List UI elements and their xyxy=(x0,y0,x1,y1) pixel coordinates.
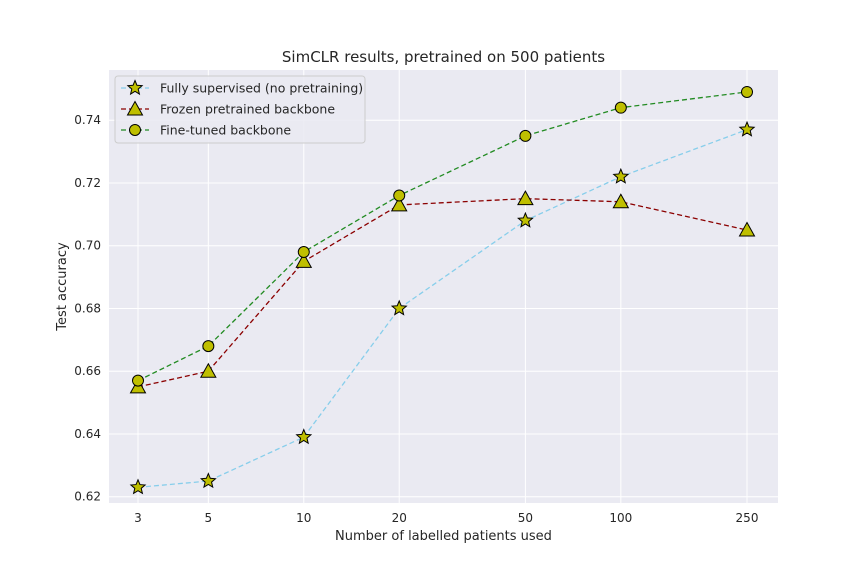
series-3 xyxy=(132,85,753,387)
x-tick-label: 10 xyxy=(296,511,311,525)
y-tick-label: 0.62 xyxy=(74,490,101,504)
chart-title: SimCLR results, pretrained on 500 patien… xyxy=(282,48,605,66)
legend-label-1: Fully supervised (no pretraining) xyxy=(160,81,363,96)
series-3-point xyxy=(741,85,753,98)
series-1-point xyxy=(738,120,756,137)
legend-label-2: Frozen pretrained backbone xyxy=(160,102,335,117)
x-tick-label: 50 xyxy=(518,511,533,525)
y-tick-label: 0.66 xyxy=(74,364,101,378)
x-tick-label: 20 xyxy=(392,511,407,525)
series-layer xyxy=(129,85,756,495)
y-tick-label: 0.70 xyxy=(74,239,101,253)
x-tick-label: 5 xyxy=(205,511,213,525)
y-axis-label: Test accuracy xyxy=(55,242,70,332)
legend-marker-3 xyxy=(129,124,141,136)
series-3-point xyxy=(132,374,144,387)
series-1-point xyxy=(390,299,408,316)
y-tick-label: 0.72 xyxy=(74,176,101,190)
series-2-point xyxy=(517,190,534,206)
legend-box xyxy=(114,75,366,144)
axis-ticks: 3 5 10 20 50 100 250 0.62 0.64 0.66 0.68 0.70 0.72 0.… xyxy=(74,113,758,525)
series-3-point xyxy=(614,101,627,114)
series-2-point xyxy=(390,196,408,212)
y-tick-label: 0.68 xyxy=(74,301,101,315)
series-1-point xyxy=(517,211,534,228)
series-3-point xyxy=(519,129,532,142)
x-tick-label: 100 xyxy=(609,511,632,525)
legend-marker-1 xyxy=(126,79,144,96)
legend-marker-2 xyxy=(126,100,144,116)
series-2-point xyxy=(295,252,313,268)
y-tick-label: 0.74 xyxy=(74,113,101,127)
x-tick-label: 250 xyxy=(736,511,759,525)
series-2-point xyxy=(738,221,756,237)
series-2-point xyxy=(612,193,630,209)
series-1 xyxy=(129,120,756,495)
legend-label-3: Fine-tuned backbone xyxy=(160,123,291,138)
series-1-point xyxy=(129,478,147,495)
x-tick-label: 3 xyxy=(134,511,142,525)
series-3-point xyxy=(297,245,310,258)
y-tick-label: 0.64 xyxy=(74,427,101,441)
legend: Fully supervised (no pretraining) Frozen … xyxy=(114,75,366,144)
series-3-point xyxy=(202,340,215,353)
series-3-point xyxy=(393,189,406,202)
x-axis-label: Number of labelled patients used xyxy=(335,529,552,544)
series-1-point xyxy=(612,167,630,184)
series-1-point xyxy=(199,472,217,489)
series-2-point xyxy=(199,362,217,378)
series-1-point xyxy=(295,428,313,445)
series-2 xyxy=(129,190,756,394)
